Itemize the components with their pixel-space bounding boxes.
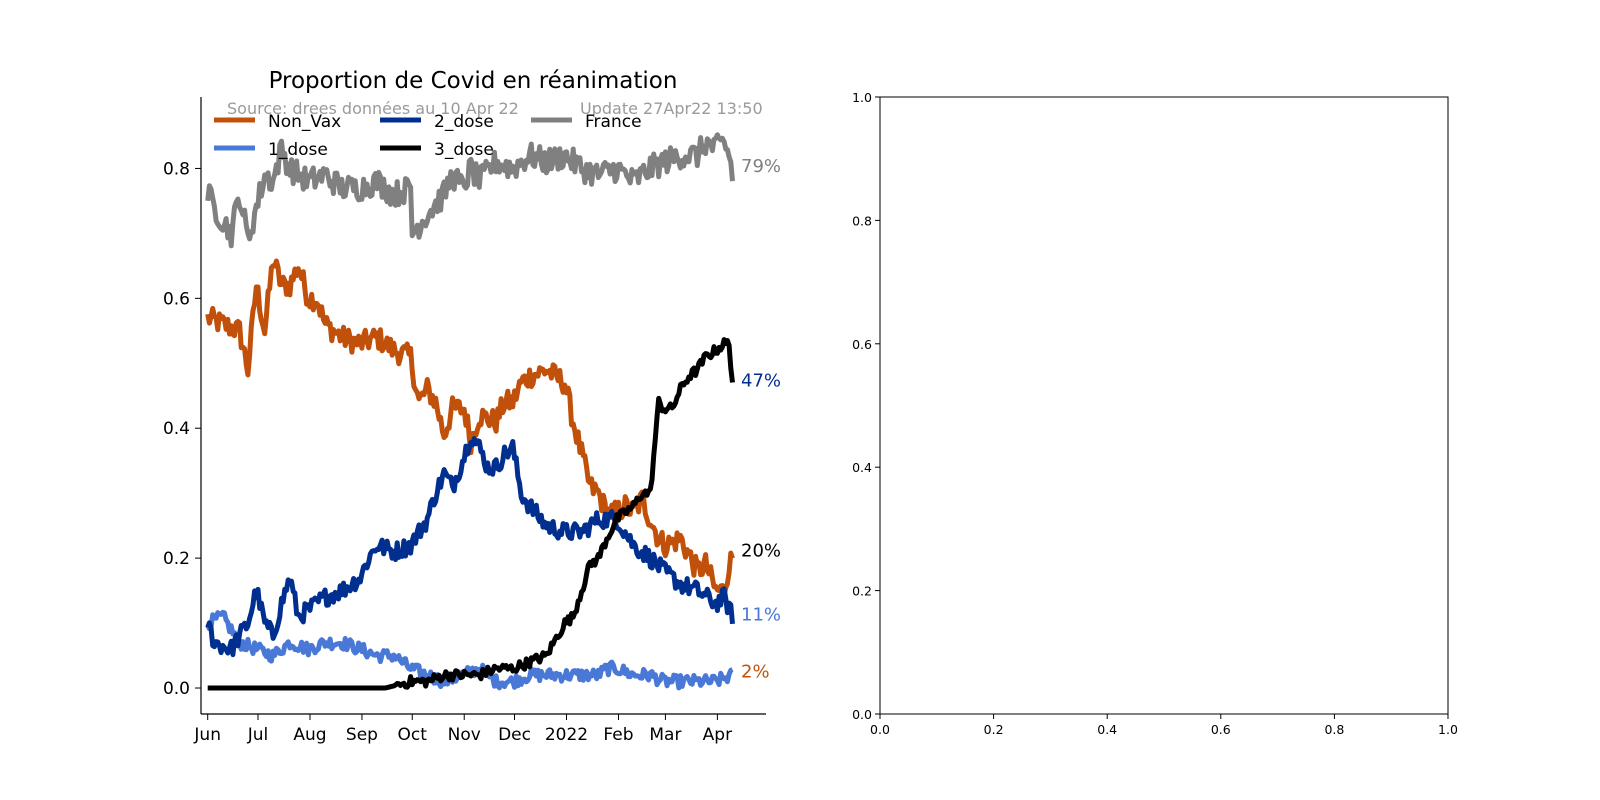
- right-x-axis-ticks: 0.0 0.2 0.4 0.6 0.8 1.0: [870, 714, 1458, 737]
- right-y-tick-label: 0.2: [852, 584, 872, 599]
- series-line-1-dose: [205, 609, 734, 691]
- legend-label-2-dose: 2_dose: [434, 112, 494, 132]
- legend: Non_Vax 1_dose 2_dose 3_dose France: [214, 112, 642, 160]
- y-tick-label: 0.6: [163, 289, 190, 309]
- end-label-11: 11%: [741, 604, 781, 625]
- x-tick-label: 2022: [545, 725, 588, 745]
- right-x-tick-label: 0.6: [1211, 722, 1231, 737]
- right-y-tick-label: 1.0: [852, 90, 872, 105]
- legend-label-non-vax: Non_Vax: [268, 112, 341, 132]
- y-tick-label: 0.2: [163, 549, 190, 569]
- x-tick-label: Mar: [649, 725, 681, 745]
- x-tick-label: Apr: [703, 725, 732, 745]
- end-label-47: 47%: [741, 371, 781, 392]
- legend-label-1-dose: 1_dose: [268, 140, 328, 160]
- x-tick-label: Aug: [293, 725, 326, 745]
- legend-label-3-dose: 3_dose: [434, 140, 494, 160]
- right-x-tick-label: 1.0: [1438, 722, 1458, 737]
- source-note: Source: drees données au 10 Apr 22: [227, 99, 519, 118]
- end-label-20: 20%: [741, 541, 781, 562]
- x-tick-label: Jun: [193, 725, 221, 745]
- right-x-tick-label: 0.2: [984, 722, 1004, 737]
- end-label-2: 2%: [741, 661, 770, 682]
- x-tick-label: Feb: [603, 725, 633, 745]
- right-y-tick-label: 0.6: [852, 337, 872, 352]
- left-chart: Proportion de Covid en réanimation Sourc…: [163, 68, 781, 745]
- series-line-2-dose: [205, 436, 735, 658]
- right-y-tick-label: 0.8: [852, 213, 872, 228]
- end-labels: 79% 47% 20% 11% 2%: [741, 156, 781, 682]
- right-y-axis-ticks: 0.0 0.2 0.4 0.6 0.8 1.0: [852, 90, 880, 722]
- y-tick-label: 0.4: [163, 419, 190, 439]
- series-line-france: [205, 132, 735, 249]
- right-x-tick-label: 0.4: [1097, 722, 1117, 737]
- x-tick-label: Nov: [448, 725, 481, 745]
- right-x-tick-label: 0.8: [1324, 722, 1344, 737]
- right-y-tick-label: 0.0: [852, 707, 872, 722]
- chart-title: Proportion de Covid en réanimation: [269, 68, 678, 94]
- y-tick-label: 0.8: [163, 159, 190, 179]
- x-tick-label: Jul: [247, 725, 269, 745]
- y-axis-ticks: 0.0 0.2 0.4 0.6 0.8: [163, 159, 201, 699]
- series-lines: [205, 132, 735, 691]
- legend-label-france: France: [585, 112, 642, 132]
- x-tick-label: Dec: [498, 725, 531, 745]
- x-tick-label: Oct: [398, 725, 428, 745]
- end-label-79: 79%: [741, 156, 781, 177]
- right-axes-frame: [879, 96, 1449, 715]
- right-x-tick-label: 0.0: [870, 722, 890, 737]
- series-line-3-dose: [206, 337, 735, 691]
- y-tick-label: 0.0: [163, 679, 190, 699]
- right-y-tick-label: 0.4: [852, 460, 872, 475]
- right-chart: 0.0 0.2 0.4 0.6 0.8 1.0 0.0 0.2 0.4 0.6 0.8 1.0: [852, 90, 1458, 737]
- update-note: Update 27Apr22 13:50: [580, 99, 763, 118]
- x-axis-ticks: Jun Jul Aug Sep Oct Nov Dec 2022 Feb Mar Apr: [193, 714, 732, 745]
- x-tick-label: Sep: [346, 725, 378, 745]
